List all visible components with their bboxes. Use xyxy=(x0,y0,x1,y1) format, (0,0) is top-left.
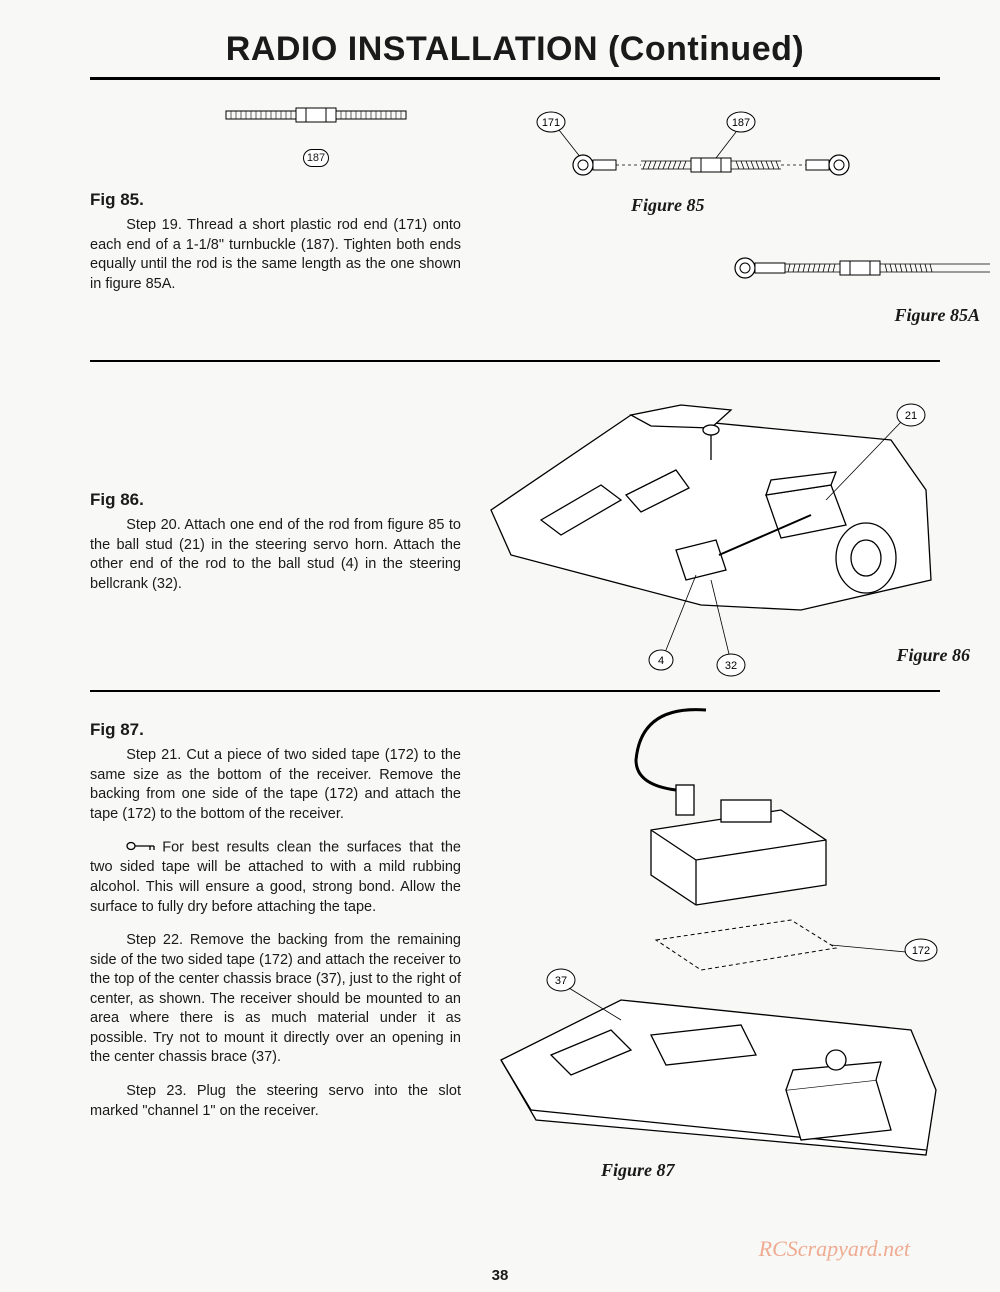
fig85-caption: Figure 85 xyxy=(631,195,705,216)
fig87-step21: Step 21. Cut a piece of two sided tape (… xyxy=(90,746,461,824)
fig87-text-col: Fig 87. Step 21. Cut a piece of two side… xyxy=(90,710,481,1160)
svg-text:37: 37 xyxy=(555,975,567,987)
fig85-heading: Fig 85. xyxy=(90,190,461,210)
fig85-figure-col: 187 171 187 xyxy=(481,100,940,330)
watermark: RCScrapyard.net xyxy=(759,1236,910,1262)
callout-171: 171 xyxy=(542,117,560,129)
fig85-step19: Step 19. Thread a short plastic rod end … xyxy=(90,216,461,294)
callout-187-mid: 187 xyxy=(732,117,750,129)
fig87-heading: Fig 87. xyxy=(90,720,461,740)
fig86-caption: Figure 86 xyxy=(896,645,970,666)
fig86-figure-col: 21 4 32 Figure 86 xyxy=(481,380,940,680)
fig87-figure-col: 37 172 Figure 87 xyxy=(481,710,940,1160)
fig87-step23: Step 23. Plug the steering servo into th… xyxy=(90,1082,461,1121)
svg-text:172: 172 xyxy=(912,945,930,957)
section-fig86: Fig 86. Step 20. Attach one end of the r… xyxy=(90,380,940,680)
fig85-assembly: 171 187 xyxy=(521,110,901,200)
fig85a-caption: Figure 85A xyxy=(894,305,980,326)
section-fig87: Fig 87. Step 21. Cut a piece of two side… xyxy=(90,710,940,1160)
section-fig85: Fig 85. Step 19. Thread a short plastic … xyxy=(90,100,940,330)
fig85-turnbuckle-top: 187 xyxy=(221,100,411,167)
fig85a-rod xyxy=(730,250,990,290)
rule-after-86 xyxy=(90,690,940,692)
fig87-caption: Figure 87 xyxy=(601,1160,675,1181)
rule-after-85 xyxy=(90,360,940,362)
page-title: RADIO INSTALLATION (Continued) xyxy=(90,30,940,69)
fig86-diagram: 21 4 32 xyxy=(471,380,941,680)
key-icon xyxy=(126,838,156,858)
fig86-step20: Step 20. Attach one end of the rod from … xyxy=(90,516,461,594)
fig86-heading: Fig 86. xyxy=(90,490,461,510)
page-number: 38 xyxy=(492,1267,509,1284)
fig87-step22: Step 22. Remove the backing from the rem… xyxy=(90,931,461,1068)
fig86-text-col: Fig 86. Step 20. Attach one end of the r… xyxy=(90,380,481,680)
svg-text:4: 4 xyxy=(658,655,664,667)
svg-text:32: 32 xyxy=(725,660,737,672)
svg-text:21: 21 xyxy=(905,410,917,422)
fig87-diagram: 37 172 xyxy=(481,700,941,1170)
title-rule xyxy=(90,77,940,80)
fig87-tip: For best results clean the surfaces that… xyxy=(90,838,461,917)
callout-187-top: 187 xyxy=(303,149,329,167)
